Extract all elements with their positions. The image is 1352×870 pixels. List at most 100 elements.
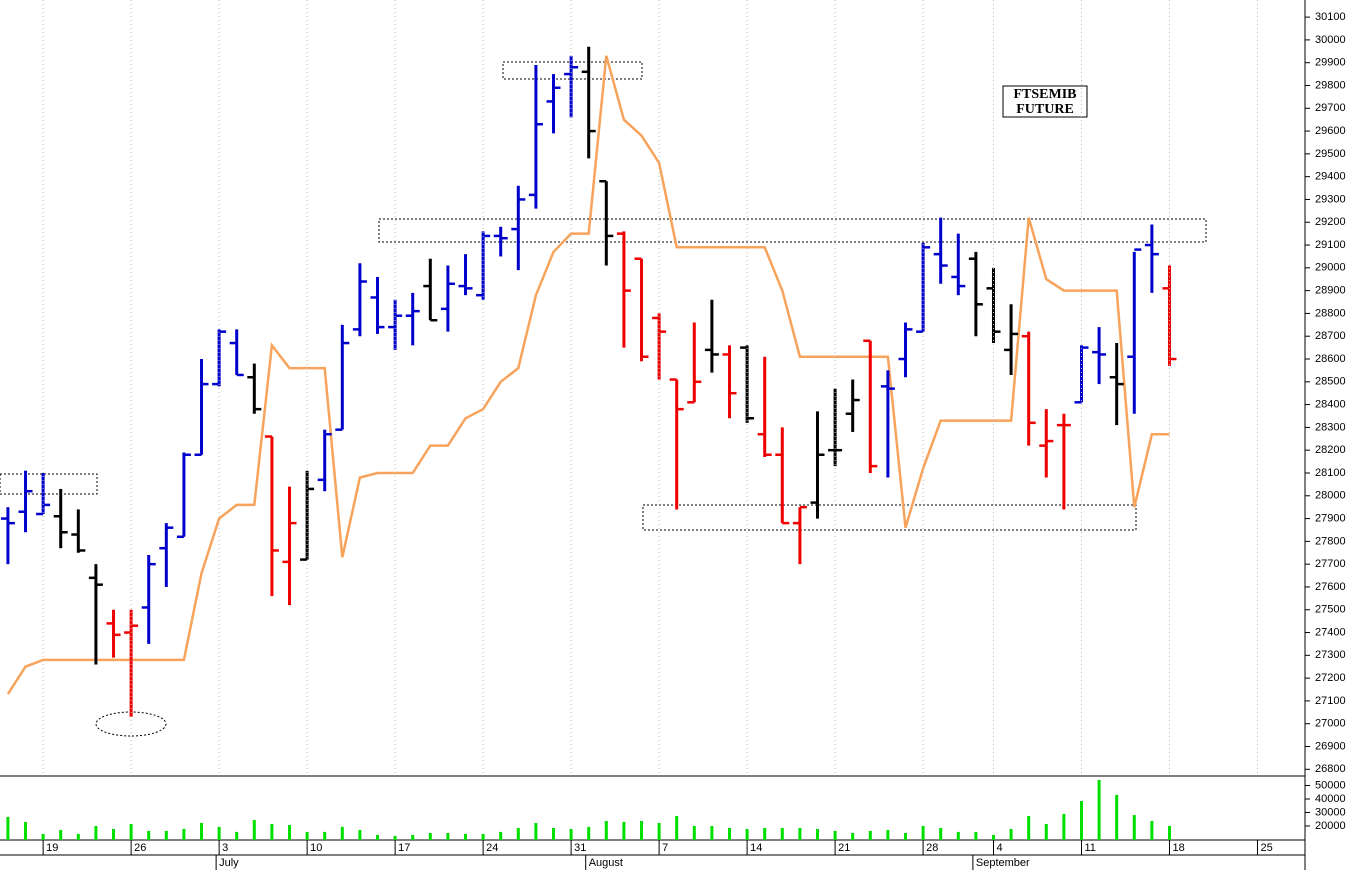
volume-bar [1044,823,1048,840]
x-tick-label: 26 [134,842,146,854]
y-tick-label: 29600 [1315,125,1346,137]
volume-bar [956,831,960,840]
volume-bar [428,832,432,840]
volume-bar [745,828,749,840]
y-tick-label: 27600 [1315,581,1346,593]
y-tick-label: 28200 [1315,444,1346,456]
month-label: September [976,857,1030,869]
volume-bar [481,833,485,840]
volume-bar [657,823,661,840]
volume-bar [288,825,292,840]
volume-bar [1009,828,1013,840]
volume-bar [1097,779,1101,840]
volume-bar [129,823,133,840]
y-tick-label: 27000 [1315,718,1346,730]
volume-bar [235,831,239,840]
y-tick-label: 28000 [1315,490,1346,502]
y-tick-label: 29100 [1315,239,1346,251]
volume-bar [323,831,327,840]
volume-bar [1132,815,1136,840]
x-tick-label: 18 [1172,842,1184,854]
volume-bar [763,827,767,840]
volume-bar [534,823,538,840]
volume-bar [851,832,855,840]
y-tick-label: 28100 [1315,467,1346,479]
volume-bar [1079,801,1083,840]
x-tick-label: 21 [838,842,850,854]
x-tick-label: 4 [996,842,1002,854]
y-tick-label: 27700 [1315,558,1346,570]
y-tick-label: 27800 [1315,535,1346,547]
y-tick-label: 20000 [1315,820,1346,832]
volume-bar [1167,825,1171,840]
y-tick-label: 29500 [1315,148,1346,160]
y-tick-label: 29700 [1315,102,1346,114]
x-tick-label: 3 [222,842,228,854]
volume-bar [727,827,731,840]
volume-bar [886,830,890,840]
y-tick-label: 27900 [1315,512,1346,524]
volume-bar [147,830,151,840]
volume-bar [974,831,978,840]
volume-bar [24,821,28,840]
volume-bar [376,835,380,840]
x-tick-label: 17 [398,842,410,854]
y-tick-label: 27400 [1315,626,1346,638]
title-box [1002,85,1088,118]
volume-bar [411,835,415,840]
zone-box [0,473,98,495]
y-tick-label: 27500 [1315,604,1346,616]
volume-bar [868,830,872,840]
volume-bar [552,827,556,840]
zone-box [642,504,1137,531]
volume-bar [1062,813,1066,840]
y-tick-label: 26900 [1315,740,1346,752]
month-label: August [589,857,623,869]
volume-bar [622,821,626,840]
y-tick-label: 29000 [1315,262,1346,274]
volume-bar [833,830,837,840]
volume-bar [217,826,221,840]
y-tick-label: 28500 [1315,376,1346,388]
y-tick-label: 28900 [1315,285,1346,297]
y-tick-label: 27300 [1315,649,1346,661]
y-tick-label: 26800 [1315,763,1346,775]
x-tick-label: 31 [574,842,586,854]
volume-bar [94,825,98,840]
volume-bar [903,832,907,840]
y-tick-label: 27100 [1315,695,1346,707]
stop-line [6,55,1170,695]
x-tick-label: 7 [662,842,668,854]
volume-bar [780,827,784,840]
y-tick-label: 28300 [1315,421,1346,433]
volume-bar [6,816,10,840]
y-tick-label: 28400 [1315,399,1346,411]
volume-bar [798,827,802,840]
x-tick-label: 25 [1260,842,1272,854]
volume-bar [393,835,397,840]
volume-bar [59,830,63,840]
volume-bar [200,823,204,840]
y-tick-label: 28700 [1315,330,1346,342]
volume-bar [516,827,520,840]
volume-bar [164,830,168,840]
volume-bar [358,830,362,840]
volume-bar [939,827,943,840]
y-tick-label: 28600 [1315,353,1346,365]
volume-bar [1150,820,1154,840]
x-tick-label: 28 [926,842,938,854]
volume-bar [340,826,344,840]
x-tick-label: 11 [1084,842,1095,854]
volume-bar [112,828,116,840]
month-label: July [219,857,239,869]
volume-bar [446,832,450,840]
volume-bar [692,825,696,840]
y-tick-label: 29800 [1315,79,1346,91]
volume-bar [41,833,45,840]
volume-bar [675,815,679,840]
volume-bar [464,833,468,840]
y-tick-label: 30100 [1315,11,1346,23]
volume-bar [921,825,925,840]
y-tick-label: 29900 [1315,57,1346,69]
